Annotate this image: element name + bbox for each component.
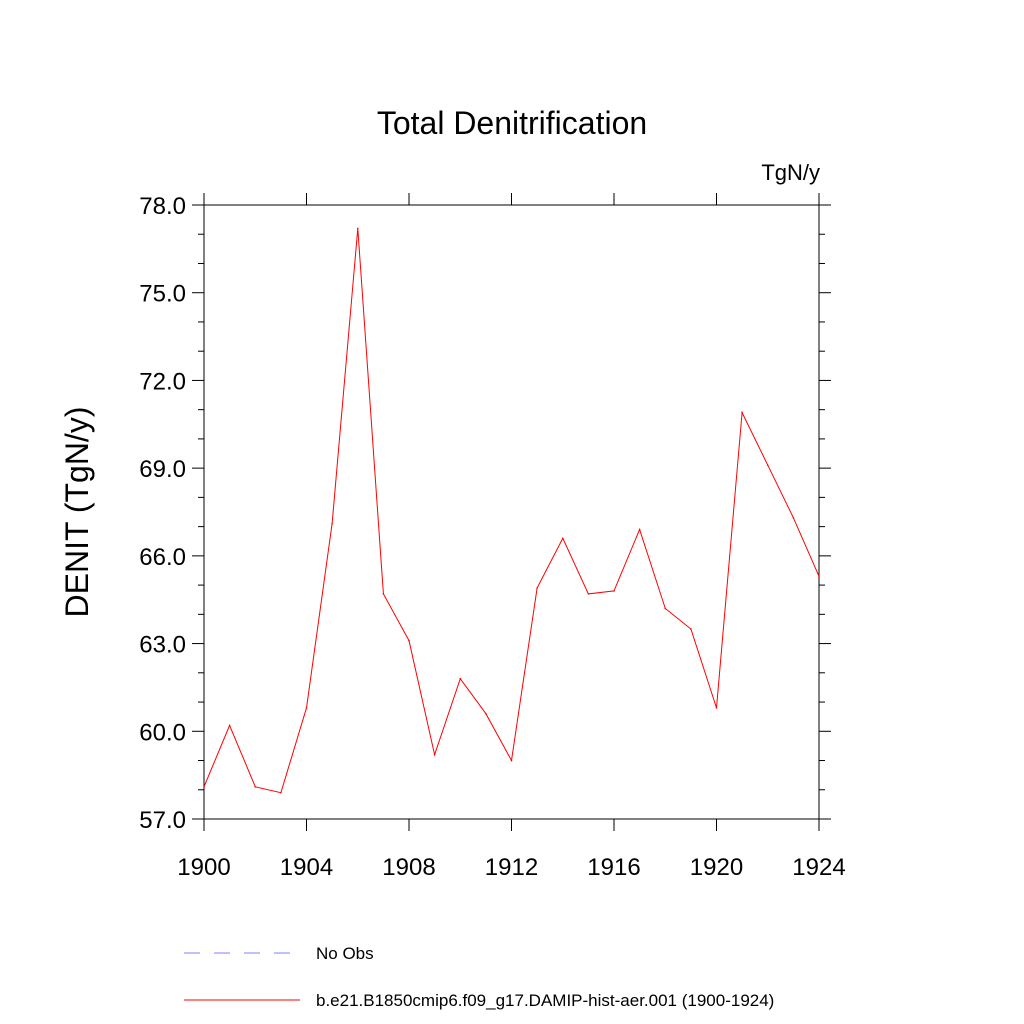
axis-ticks (192, 193, 831, 831)
data-point (613, 590, 615, 592)
data-point (356, 227, 359, 230)
data-point (485, 712, 487, 715)
y-tick-label: 69.0 (139, 456, 186, 483)
plot-frame (203, 204, 820, 820)
x-tick-label: 1908 (382, 854, 435, 881)
data-point (459, 677, 462, 680)
units-label: TgN/y (761, 160, 820, 185)
x-tick-label: 1900 (177, 854, 230, 881)
data-point (792, 517, 795, 519)
y-tick-label: 78.0 (139, 193, 186, 220)
legend: No Obs b.e21.B1850cmip6.f09_g17.DAMIP-hi… (184, 944, 774, 1010)
y-tick-label: 63.0 (139, 632, 186, 659)
data-point (510, 759, 513, 762)
x-tick-label: 1912 (485, 854, 538, 881)
x-tick-label: 1916 (587, 854, 640, 881)
y-tick-label: 66.0 (139, 544, 186, 571)
x-tick-label: 1924 (792, 854, 845, 881)
data-point (741, 411, 743, 414)
data-point (305, 707, 308, 709)
data-point (203, 786, 205, 788)
data-point (664, 607, 667, 610)
y-tick-label: 72.0 (139, 368, 186, 395)
axis-tick-labels: 1900 1904 1908 1912 1916 1920 1924 57.0 60.0 63.0… (139, 193, 845, 881)
data-point (638, 528, 641, 531)
y-tick-label: 60.0 (139, 719, 186, 746)
series-group (203, 227, 820, 794)
series-line (203, 228, 820, 794)
legend-label-no-obs: No Obs (316, 944, 374, 963)
data-point (331, 522, 333, 525)
data-point (254, 786, 257, 788)
data-point (280, 791, 282, 794)
data-point (587, 593, 590, 595)
data-point (690, 628, 692, 630)
y-tick-label: 57.0 (139, 807, 186, 834)
y-tick-label: 75.0 (139, 281, 186, 308)
data-point (382, 593, 385, 595)
data-point (408, 639, 410, 642)
data-point (766, 464, 769, 467)
x-tick-label: 1920 (690, 854, 743, 881)
x-tick-label: 1904 (280, 854, 333, 881)
data-point (228, 724, 231, 727)
data-point (715, 707, 718, 709)
chart-title: Total Denitrification (377, 105, 647, 141)
data-point (561, 537, 564, 540)
legend-label-series: b.e21.B1850cmip6.f09_g17.DAMIP-hist-aer.… (316, 991, 774, 1010)
y-axis-label: DENIT (TgN/y) (59, 407, 95, 618)
data-point (536, 587, 538, 589)
data-point (818, 575, 820, 578)
data-point (433, 753, 436, 756)
